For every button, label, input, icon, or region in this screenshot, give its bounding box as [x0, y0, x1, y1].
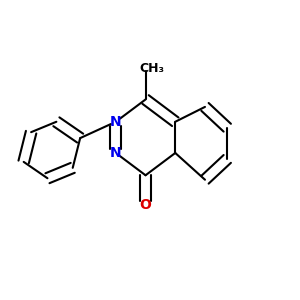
Text: N: N	[110, 146, 122, 160]
Text: O: O	[140, 198, 152, 212]
Text: N: N	[110, 115, 122, 129]
Text: CH₃: CH₃	[140, 62, 165, 75]
